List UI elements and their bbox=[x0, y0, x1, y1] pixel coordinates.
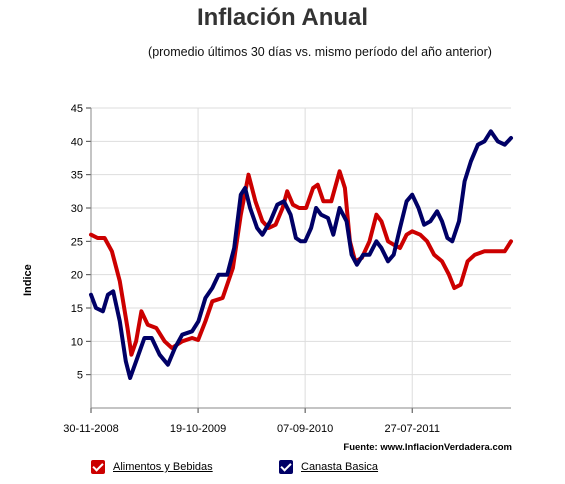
y-tick-label: 10 bbox=[71, 336, 83, 348]
y-axis-label: Indice bbox=[22, 264, 34, 296]
legend-item-canasta[interactable]: Canasta Basica bbox=[279, 458, 378, 476]
y-tick-label: 15 bbox=[71, 303, 83, 315]
chart-title: Inflación Anual bbox=[196, 4, 369, 31]
legend-label: Canasta Basica bbox=[301, 461, 379, 473]
y-tick-label: 20 bbox=[71, 270, 83, 282]
series-line-alimentos bbox=[89, 169, 513, 357]
checkbox-icon[interactable] bbox=[279, 460, 293, 474]
y-tick-label: 30 bbox=[71, 203, 83, 215]
plot-area bbox=[91, 108, 511, 408]
checkbox-icon[interactable] bbox=[91, 460, 105, 474]
y-tick-label: 40 bbox=[71, 136, 83, 148]
x-tick-label: 19-10-2009 bbox=[170, 423, 226, 435]
x-tick-label: 07-09-2010 bbox=[277, 423, 333, 435]
x-tick-label: 27-07-2011 bbox=[384, 423, 439, 435]
legend-label: Alimentos y Bebidas bbox=[113, 461, 213, 473]
y-tick-label: 25 bbox=[71, 236, 83, 248]
y-tick-label: 5 bbox=[77, 370, 83, 382]
chart-subtitle: (promedio últimos 30 días vs. mismo perí… bbox=[148, 45, 492, 59]
source-note: Fuente: www.InflacionVerdadera.com bbox=[343, 442, 512, 453]
series-line-canasta bbox=[89, 129, 513, 380]
y-tick-label: 45 bbox=[71, 103, 83, 115]
x-tick-label: 30-11-2008 bbox=[63, 423, 118, 435]
y-tick-label: 35 bbox=[71, 170, 83, 182]
legend-item-alimentos[interactable]: Alimentos y Bebidas bbox=[91, 458, 213, 476]
